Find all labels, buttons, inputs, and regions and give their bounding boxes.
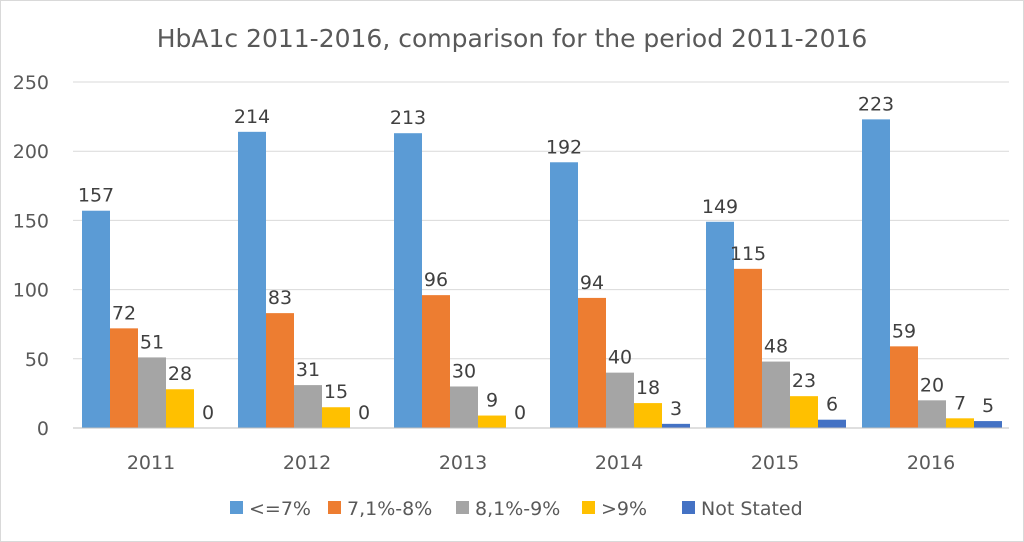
legend-label: Not Stated [701, 498, 803, 520]
x-tick-label: 2015 [751, 452, 799, 474]
data-label-2014-gt-9: 18 [636, 377, 660, 399]
bar-2016-8-1-9 [918, 400, 946, 428]
bar-2014-8-1-9 [606, 372, 634, 428]
legend-label: 8,1%-9% [475, 498, 560, 520]
bar-2016-le-7 [862, 119, 890, 429]
bar-2014-7-1-8 [578, 297, 606, 428]
data-label-2015-7-1-8: 115 [730, 243, 766, 265]
data-label-2013-7-1-8: 96 [424, 269, 448, 291]
y-tick-label: 0 [37, 418, 49, 440]
legend-swatch [230, 501, 243, 514]
bar-2011-7-1-8 [110, 328, 138, 428]
data-label-2016-gt-9: 7 [954, 392, 966, 414]
x-tick-label: 2014 [595, 452, 643, 474]
x-tick-label: 2016 [907, 452, 955, 474]
bar-2015-not-stated [818, 419, 846, 428]
x-tick-label: 2013 [439, 452, 487, 474]
bar-2016-not-stated [974, 421, 1002, 428]
data-label-2011-7-1-8: 72 [112, 302, 136, 324]
data-label-2015-not-stated: 6 [826, 394, 838, 416]
bar-2015-8-1-9 [762, 361, 790, 428]
bar-2016-7-1-8 [890, 346, 918, 428]
data-label-2016-8-1-9: 20 [920, 374, 944, 396]
gridlines [73, 81, 1009, 360]
bar-2013-8-1-9 [450, 386, 478, 428]
data-label-2016-7-1-8: 59 [892, 320, 916, 342]
x-tick-label: 2011 [127, 452, 175, 474]
data-label-2013-le-7: 213 [390, 107, 426, 129]
legend-item-le-7: <=7% [230, 498, 311, 520]
data-label-2013-gt-9: 9 [486, 390, 498, 412]
legend-label: <=7% [249, 498, 311, 520]
legend-swatch [456, 501, 469, 514]
bar-2011-gt-9 [166, 389, 194, 428]
legend-label: 7,1%-8% [347, 498, 432, 520]
bar-2015-le-7 [706, 221, 734, 428]
legend-item-7-1-8: 7,1%-8% [328, 498, 432, 520]
y-tick-label: 50 [25, 349, 49, 371]
data-label-2012-7-1-8: 83 [268, 287, 292, 309]
bar-2014-gt-9 [634, 403, 662, 428]
data-label-2012-gt-9: 15 [324, 381, 348, 403]
y-tick-label: 100 [13, 280, 49, 302]
data-labels: 1577251280214833115021396309019294401831… [78, 93, 994, 424]
bar-2015-7-1-8 [734, 268, 762, 428]
legend: <=7% 7,1%-8% 8,1%-9% >9% Not Stated [230, 498, 803, 520]
data-label-2011-not-stated: 0 [202, 402, 214, 424]
bar-2011-le-7 [82, 210, 110, 428]
legend-swatch [582, 501, 595, 514]
bar-2014-le-7 [550, 162, 578, 428]
data-label-2016-not-stated: 5 [982, 395, 994, 417]
data-label-2015-le-7: 149 [702, 196, 738, 218]
x-axis: 2011 2012 2013 2014 2015 2016 [73, 427, 1009, 474]
legend-item-8-1-9: 8,1%-9% [456, 498, 560, 520]
data-label-2014-le-7: 192 [546, 136, 582, 158]
bar-2013-7-1-8 [422, 295, 450, 428]
data-label-2014-8-1-9: 40 [608, 347, 632, 369]
bar-2013-gt-9 [478, 415, 506, 428]
legend-item-not-stated: Not Stated [682, 498, 803, 520]
bar-2013-le-7 [394, 133, 422, 428]
y-tick-label: 150 [13, 210, 49, 232]
legend-swatch [328, 501, 341, 514]
chart-title: HbA1c 2011-2016, comparison for the peri… [157, 24, 868, 53]
bar-2012-8-1-9 [294, 385, 322, 428]
data-label-2011-le-7: 157 [78, 185, 114, 207]
data-label-2012-8-1-9: 31 [296, 359, 320, 381]
bar-2015-gt-9 [790, 396, 818, 428]
data-label-2012-not-stated: 0 [358, 402, 370, 424]
legend-label: >9% [601, 498, 647, 520]
data-label-2016-le-7: 223 [858, 93, 894, 115]
data-label-2014-not-stated: 3 [670, 398, 682, 420]
bar-2012-7-1-8 [266, 313, 294, 428]
data-label-2015-8-1-9: 48 [764, 336, 788, 358]
data-label-2012-le-7: 214 [234, 106, 270, 128]
legend-item-gt-9: >9% [582, 498, 647, 520]
data-label-2013-8-1-9: 30 [452, 360, 476, 382]
data-label-2011-8-1-9: 51 [140, 331, 164, 353]
bar-2016-gt-9 [946, 418, 974, 428]
data-label-2014-7-1-8: 94 [580, 272, 604, 294]
data-label-2015-gt-9: 23 [792, 370, 816, 392]
bar-2011-8-1-9 [138, 357, 166, 428]
x-tick-label: 2012 [283, 452, 331, 474]
y-tick-label: 250 [13, 72, 49, 94]
y-tick-label: 200 [13, 141, 49, 163]
data-label-2013-not-stated: 0 [514, 402, 526, 424]
data-label-2011-gt-9: 28 [168, 363, 192, 385]
bars [82, 119, 1002, 429]
bar-2012-gt-9 [322, 407, 350, 428]
bar-2012-le-7 [238, 131, 266, 428]
y-axis: 0 50 100 150 200 250 [13, 72, 49, 440]
legend-swatch [682, 501, 695, 514]
bar-2014-not-stated [662, 423, 690, 428]
